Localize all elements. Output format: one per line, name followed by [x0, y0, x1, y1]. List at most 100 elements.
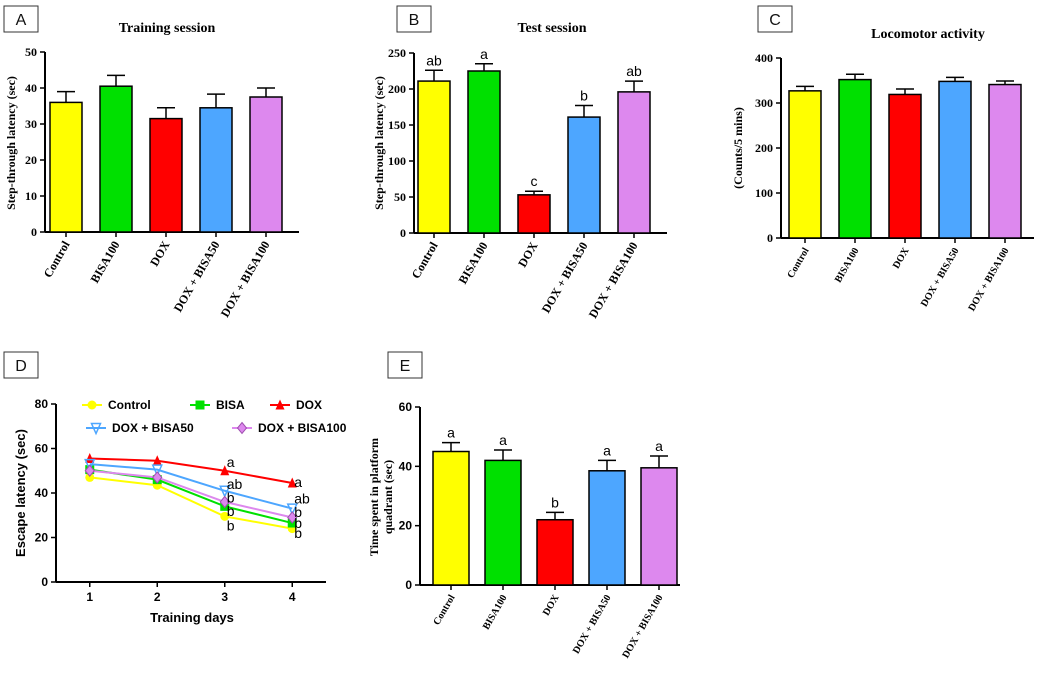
panel-c-category-label: BISA100	[833, 246, 862, 285]
panel-d-legend-marker	[90, 422, 102, 436]
panel-d-series-marker	[84, 464, 95, 478]
panel-d-sig-label: b	[227, 490, 235, 506]
panel-e-bar	[640, 467, 678, 586]
panel-d-legend-marker	[275, 399, 285, 410]
panel-d-series-line	[89, 476, 293, 530]
panel-b-sig-label: b	[580, 88, 588, 104]
panel-b-category-label: DOX + BISA100	[586, 240, 641, 321]
panel-d-y-tick-label: 80	[35, 397, 49, 411]
panel-e-y-tick-label: 0	[405, 578, 412, 592]
panel-c-error-bar	[996, 80, 1014, 85]
panel-e-error-bar	[598, 459, 616, 471]
panel-e-bar	[432, 450, 470, 586]
panel-d-sig-label: a	[294, 474, 302, 490]
panel-b-letter-box	[396, 5, 432, 33]
panel-a-letter-box	[3, 5, 39, 33]
panel-c-category-label: Control	[785, 246, 811, 280]
panel-d-series-marker	[151, 464, 163, 477]
panel-b: B Test session Step-through latency (sec…	[372, 5, 667, 321]
panel-d-sig-label: b	[294, 515, 302, 531]
panel-e-category-label: DOX + BISA50	[571, 593, 614, 656]
panel-e-category-label: Control	[431, 593, 457, 627]
panel-d-sig-label: a	[227, 454, 235, 470]
panel-d-letter: D	[15, 358, 27, 375]
panel-c-y-tick-label: 300	[755, 96, 773, 110]
panel-b-bar	[617, 91, 651, 234]
panel-b-sig-label: ab	[426, 52, 442, 68]
panel-d-x-tick-label: 3	[221, 590, 228, 604]
panel-e-letter: E	[400, 358, 411, 375]
panel-a-bar	[99, 85, 133, 233]
panel-d-legend-marker	[195, 400, 205, 410]
panel-d-sig-label: ab	[294, 491, 310, 507]
panel-d-series-marker	[219, 485, 231, 499]
panel-b-category-label: DOX + BISA50	[539, 240, 591, 316]
panel-e-category-label: BISA100	[481, 593, 510, 632]
panel-d-sig-label: b	[294, 504, 302, 520]
panel-d-sig-label: b	[227, 503, 235, 519]
panel-a-y-tick-label: 50	[25, 45, 37, 59]
panel-a-category-label: Control	[41, 238, 73, 280]
panel-a-y-tick-label: 30	[25, 117, 37, 131]
panel-b-y-tick-label: 0	[400, 226, 406, 240]
panel-b-y-axis-label: Step-through latency (sec)	[372, 76, 386, 210]
panel-d-sig-label: ab	[227, 476, 243, 492]
panel-c-y-tick-label: 400	[755, 51, 773, 65]
panel-d-legend-label: Control	[108, 398, 151, 412]
panel-b-error-bar	[475, 63, 493, 71]
panel-d-y-tick-label: 40	[35, 486, 49, 500]
panel-c-category-label: DOX + BISA50	[919, 246, 962, 309]
panel-c-category-label: DOX	[891, 245, 912, 270]
panel-e: E Time spent in platform quadrant (sec) …	[367, 351, 680, 660]
panel-b-sig-label: a	[480, 46, 488, 62]
panel-d-legend-label: DOX	[296, 398, 322, 412]
panel-d-legend-label: DOX + BISA100	[258, 421, 347, 435]
panel-c-bar	[938, 80, 972, 239]
panel-e-y-tick-label: 40	[399, 459, 413, 473]
panel-a-y-tick-label: 20	[25, 153, 37, 167]
panel-d-series-marker	[287, 477, 297, 488]
panel-d-y-axis-label: Escape latency (sec)	[13, 429, 28, 557]
panel-d-series-line	[89, 463, 293, 510]
panel-b-error-bar	[575, 104, 593, 118]
panel-d-y-tick-label: 0	[41, 575, 48, 589]
panel-c-bar	[838, 78, 872, 239]
panel-e-y-axis-label-line-1: Time spent in platform	[367, 438, 381, 556]
panel-b-category-label: DOX	[515, 239, 541, 269]
panel-a-error-bar	[257, 87, 275, 97]
panel-d-series-marker	[152, 455, 162, 466]
panel-a-title: Training session	[119, 21, 216, 36]
panel-d-y-tick-label: 60	[35, 442, 49, 456]
panel-d-legend-label: BISA	[216, 398, 245, 412]
panel-e-y-tick-label: 60	[399, 400, 413, 414]
panel-a-y-tick-label: 10	[25, 189, 37, 203]
panel-d-sig-label: b	[294, 525, 302, 541]
panel-e-sig-label: a	[447, 425, 455, 441]
panel-b-sig-label: c	[531, 173, 538, 189]
panel-b-bar	[567, 116, 601, 234]
panel-c-error-bar	[896, 88, 914, 95]
panel-c-letter: C	[769, 12, 781, 29]
panel-d-legend-marker	[87, 400, 97, 410]
panel-c-title: Locomotor activity	[871, 27, 985, 42]
panel-a: A Training session Step-through latency …	[3, 5, 299, 320]
panel-d-x-axis-label: Training days	[150, 610, 234, 625]
panel-d-series-marker	[219, 495, 230, 509]
panel-a-y-tick-label: 0	[31, 225, 37, 239]
panel-e-sig-label: a	[603, 442, 611, 458]
panel-a-category-label: DOX + BISA50	[171, 239, 223, 315]
panel-e-error-bar	[494, 449, 512, 461]
panel-d-legend-marker	[236, 421, 248, 435]
panel-d-series-marker	[85, 453, 95, 464]
panel-e-y-tick-label: 20	[399, 519, 413, 533]
panel-e-error-bar	[442, 441, 460, 452]
panel-e-category-label: DOX	[541, 592, 562, 617]
panel-d-sig-label: b	[227, 517, 235, 533]
panel-a-error-bar	[57, 90, 75, 103]
panel-c: C Locomotor activity (Counts/5 mins) 0 10…	[731, 5, 1034, 313]
panel-d-series-marker	[287, 511, 298, 524]
panel-c-bar	[988, 83, 1022, 239]
panel-c-y-tick-label: 200	[755, 141, 773, 155]
panel-d: D Escape latency (sec) Training days 0 20…	[3, 351, 347, 625]
panel-b-bar	[467, 70, 501, 234]
